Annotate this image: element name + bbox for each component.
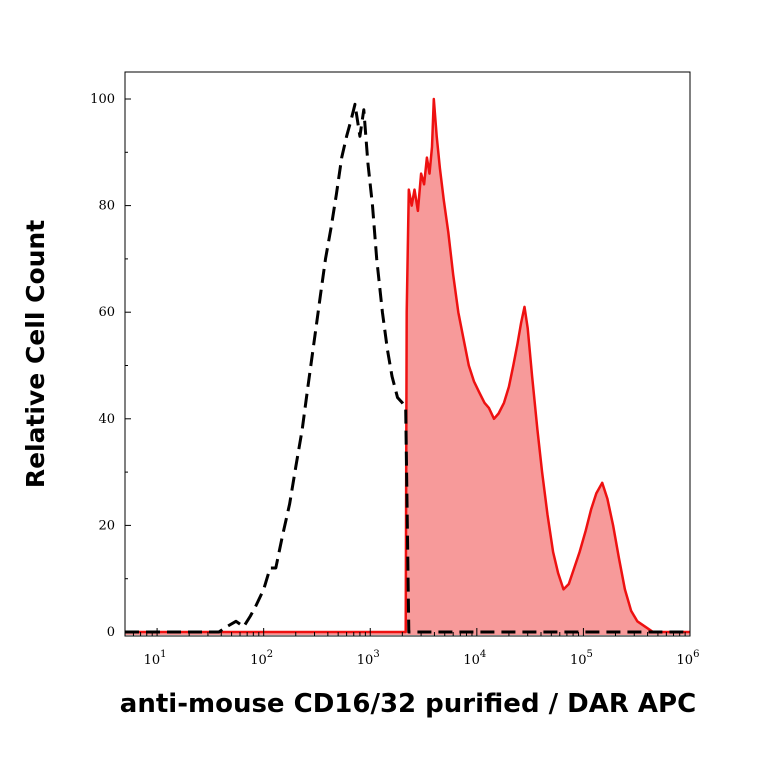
y-tick-label: 0 xyxy=(107,625,115,640)
tick-labels-layer: 101 102 103 104 105 106 0 20 40 60 80 100 xyxy=(90,92,699,668)
x-tick-label: 103 xyxy=(357,649,380,668)
x-tick-label: 105 xyxy=(570,649,593,668)
y-tick-label: 100 xyxy=(90,92,115,107)
y-tick-label: 20 xyxy=(98,518,115,533)
series-1-line xyxy=(125,97,690,634)
y-axis-label: Relative Cell Count xyxy=(21,220,50,488)
plot-frame xyxy=(124,71,691,637)
x-tick-label: 101 xyxy=(144,649,167,668)
y-tick-label: 40 xyxy=(98,412,115,427)
y-tick-label: 60 xyxy=(98,305,115,320)
ticks-layer xyxy=(124,98,691,636)
x-tick-label: 104 xyxy=(463,649,486,668)
series-0-line xyxy=(125,102,690,634)
series-layer xyxy=(125,97,690,635)
y-tick-label: 80 xyxy=(98,199,115,214)
x-tick-label: 106 xyxy=(677,649,700,668)
x-axis-label: anti-mouse CD16/32 purified / DAR APC xyxy=(120,689,696,719)
x-tick-label: 102 xyxy=(250,649,273,668)
